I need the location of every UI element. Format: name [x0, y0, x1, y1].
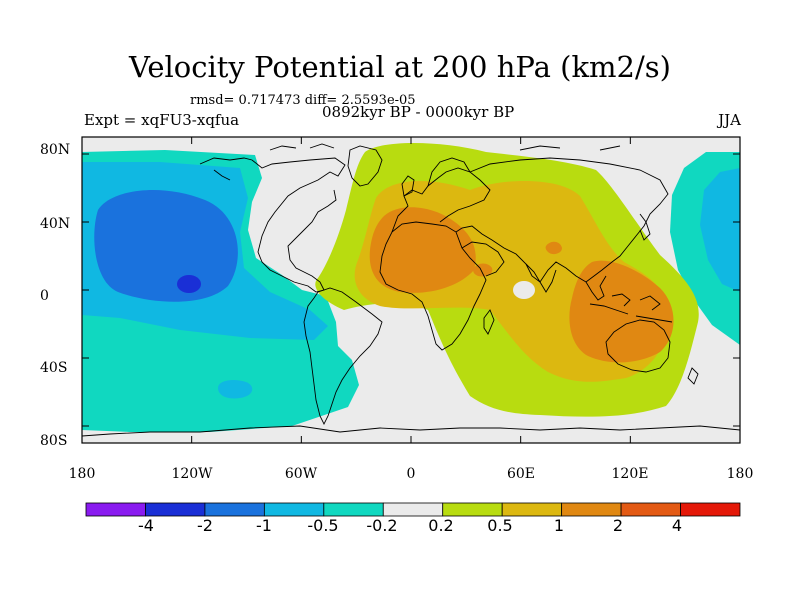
coast-new-zealand [687, 367, 699, 385]
axis-ticks [81, 137, 741, 443]
x-tick-label: 120W [171, 466, 213, 482]
colorbar-label: 4 [671, 516, 683, 535]
coast-india [525, 263, 557, 293]
coast-madagascar [483, 309, 495, 335]
colorbar-swatch [204, 502, 265, 517]
colorbar-swatch [85, 502, 146, 517]
coast-uk [401, 175, 415, 197]
colorbar-swatch [620, 502, 681, 517]
coast-alaska [199, 157, 253, 181]
colorbar [85, 502, 741, 517]
coast-arabia [461, 241, 505, 277]
colorbar-swatch [501, 502, 563, 517]
contour-negative-2 [177, 275, 201, 293]
colorbar-swatch [263, 502, 325, 517]
experiment-label: Expt = xqFU3-xqfua [84, 111, 240, 129]
colorbar-swatch [145, 502, 206, 517]
y-tick-label: 0 [40, 288, 49, 304]
y-tick-label: 80S [40, 433, 68, 449]
coast-scandinavia [427, 157, 471, 187]
coast-south-america [303, 287, 383, 426]
colorbar-label: -4 [138, 516, 154, 535]
x-tick-label: 60E [506, 466, 536, 482]
period-label: 0892kyr BP - 0000kyr BP [322, 103, 515, 121]
season-label: JJA [718, 111, 741, 129]
contour-positive-1-blob-a [473, 263, 493, 277]
colorbar-label: -0.5 [307, 516, 339, 535]
coast-antarctica [82, 425, 740, 437]
colorbar-label: 0.2 [428, 516, 454, 535]
colorbar-label: 0.5 [487, 516, 513, 535]
coast-europe [391, 167, 491, 233]
colorbar-label: 2 [612, 516, 624, 535]
contour-zero-hole [513, 281, 535, 299]
x-tick-label: 60W [284, 466, 318, 482]
contour-negative-1 [94, 189, 238, 302]
colorbar-label: -0.2 [366, 516, 398, 535]
coast-indochina [585, 275, 607, 301]
x-tick-label: 180 [68, 466, 96, 482]
coastlines [82, 143, 740, 437]
colorbar-swatch [561, 502, 622, 517]
colorbar-label: -1 [256, 516, 272, 535]
contour-negative-0.5-south [218, 380, 253, 399]
contour-fill-layer [82, 137, 740, 443]
y-tick-label: 40S [40, 360, 68, 376]
y-tick-label: 40N [40, 216, 71, 232]
plot-title: Velocity Potential at 200 hPa (km2/s) [129, 50, 671, 84]
x-tick-label: 0 [406, 466, 416, 482]
x-tick-label: 180 [726, 466, 754, 482]
colorbar-swatch [382, 502, 444, 517]
x-tick-label: 120E [611, 466, 649, 482]
contour-negative-0.5-east [700, 168, 740, 292]
colorbar-swatch [442, 502, 503, 517]
coast-north-islands [269, 143, 621, 151]
y-tick-label: 80N [40, 142, 71, 158]
coast-asia [455, 157, 669, 283]
colorbar-label: 1 [553, 516, 565, 535]
coast-africa [379, 221, 487, 351]
coast-north-america [251, 157, 346, 293]
colorbar-swatch [323, 502, 384, 517]
colorbar-swatch [680, 502, 741, 517]
colorbar-label: -2 [197, 516, 213, 535]
coast-japan [639, 213, 651, 241]
rmsd-diff-stats: rmsd= 0.717473 diff= 2.5593e-05 [190, 93, 416, 108]
contour-positive-1-blob-b [545, 241, 562, 255]
coast-australia [605, 319, 671, 373]
coast-indonesia [589, 293, 673, 323]
coast-greenland [347, 145, 383, 187]
